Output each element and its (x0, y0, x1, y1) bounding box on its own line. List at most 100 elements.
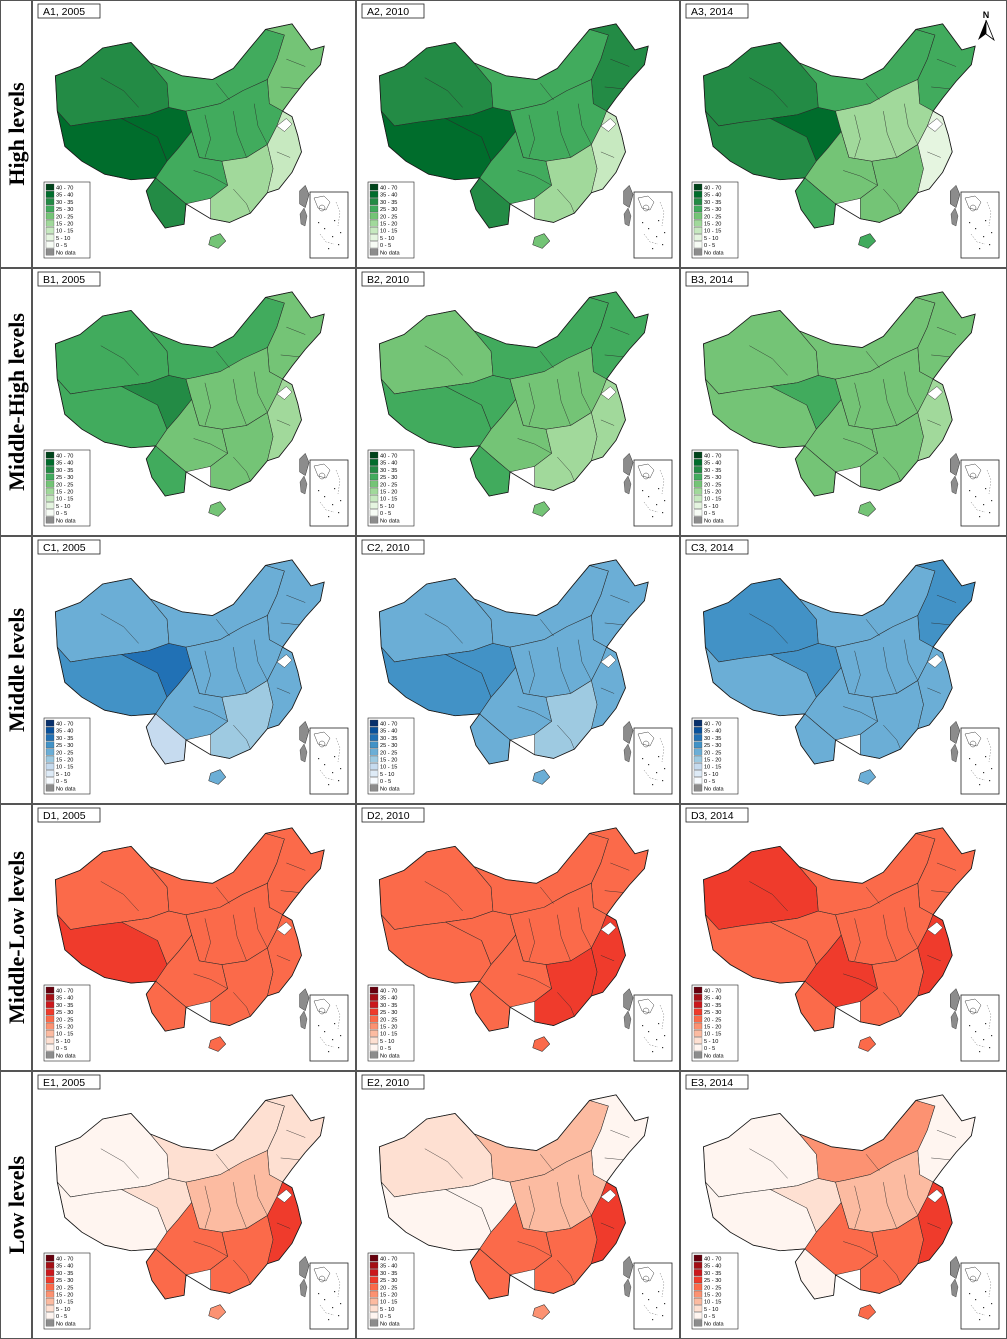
legend-label: 40 - 70 (380, 186, 397, 192)
legend-swatch (45, 994, 55, 1001)
legend-swatch (369, 1290, 379, 1298)
taiwan-inset-island (950, 743, 959, 763)
province-boundary (577, 371, 592, 413)
province-boundary (204, 650, 211, 694)
legend-label: 30 - 35 (704, 200, 721, 206)
legend-label: 30 - 35 (704, 1271, 721, 1277)
legend-swatch (369, 763, 379, 770)
province-boundary (883, 1259, 901, 1285)
province-boundary (749, 881, 788, 912)
national-outline (378, 827, 649, 1032)
legend-label: 30 - 35 (704, 1003, 721, 1009)
legend-label: 15 - 20 (704, 1293, 721, 1299)
legend-label: 20 - 25 (380, 1017, 397, 1023)
legend-swatch (369, 1044, 379, 1052)
legend-label: 25 - 30 (704, 475, 721, 481)
legend-label: 35 - 40 (704, 193, 721, 199)
province-boundary (931, 622, 951, 626)
province-boundary (904, 907, 918, 949)
province-boundary (253, 639, 268, 681)
legend-label: 40 - 70 (56, 1257, 73, 1263)
bohai-sea (926, 118, 943, 132)
legend-swatch (45, 509, 55, 517)
legend-label: 30 - 35 (56, 1271, 73, 1277)
legend-swatch (693, 1254, 703, 1262)
province-boundary (931, 86, 951, 90)
bohai-sea (276, 386, 293, 400)
legend-label: 30 - 35 (380, 1003, 397, 1009)
province-boundary (610, 58, 630, 67)
legend-label: 5 - 10 (380, 504, 394, 510)
province-region-hai (532, 1036, 551, 1052)
legend-swatch (45, 1037, 55, 1044)
south-china-sea-inset (309, 459, 349, 527)
legend-swatch (369, 1037, 379, 1044)
taiwan-inset-island (299, 1278, 308, 1298)
panel-frame (356, 0, 680, 268)
legend-label: 5 - 10 (704, 1039, 718, 1045)
province-boundary (883, 992, 901, 1017)
province-boundary (193, 1241, 228, 1257)
legend-label: 10 - 15 (704, 229, 721, 235)
province-boundary (904, 639, 918, 681)
legend-swatch (369, 205, 379, 213)
legend-label: 20 - 25 (56, 482, 73, 488)
legend-label: 40 - 70 (56, 989, 73, 995)
legend-label: No data (380, 786, 400, 792)
legend-label: 20 - 25 (704, 482, 721, 488)
province-boundary (100, 77, 139, 108)
china-map (54, 559, 325, 785)
province-boundary (883, 1182, 897, 1229)
legend-swatch (693, 1262, 703, 1269)
province-boundary (610, 862, 630, 871)
province-boundary (100, 1148, 139, 1179)
legend-label: 20 - 25 (380, 482, 397, 488)
legend-label: No data (56, 518, 76, 524)
legend-swatch (693, 755, 703, 763)
legend-swatch (693, 480, 703, 488)
legend-swatch (45, 734, 55, 741)
legend-swatch (369, 198, 379, 205)
province-boundary (233, 111, 247, 158)
legend-label: No data (380, 518, 400, 524)
legend-label: 15 - 20 (704, 758, 721, 764)
legend-swatch (369, 734, 379, 741)
legend-swatch (693, 763, 703, 770)
province-boundary (843, 438, 878, 454)
legend-label: 40 - 70 (704, 1257, 721, 1263)
legend-swatch (45, 1305, 55, 1312)
province-boundary (193, 170, 228, 186)
taiwan-inset-island (950, 1278, 959, 1298)
province-boundary (540, 1154, 554, 1172)
legend-swatch (45, 495, 55, 502)
province-boundary (528, 918, 535, 961)
taiwan-inset-island (299, 1010, 308, 1030)
legend-swatch (693, 1276, 703, 1284)
province-boundary (233, 379, 247, 426)
row-labels: High levels Middle-High levels Middle leve… (0, 0, 32, 1339)
panel-title-box: C2, 2010 (361, 539, 425, 555)
legend-label: 0 - 5 (380, 1314, 391, 1320)
legend-swatch (693, 734, 703, 741)
province-boundary (749, 345, 788, 376)
legend-label: 0 - 5 (56, 779, 67, 785)
legend-swatch (369, 451, 379, 459)
panel-title-box: C3, 2014 (685, 539, 749, 555)
province-boundary (936, 1129, 957, 1138)
bohai-sea (926, 921, 943, 936)
province-boundary (610, 1129, 630, 1138)
province-boundary (604, 86, 624, 90)
bohai-sea (600, 1189, 617, 1203)
legend-label: 5 - 10 (704, 504, 718, 510)
legend-label: No data (380, 250, 400, 256)
legend-label: No data (704, 1053, 724, 1059)
legend-label: No data (380, 1321, 400, 1327)
legend-swatch (369, 719, 379, 727)
province-boundary (517, 170, 552, 186)
china-map (703, 1094, 976, 1320)
panel-title-box: D3, 2014 (685, 807, 749, 823)
